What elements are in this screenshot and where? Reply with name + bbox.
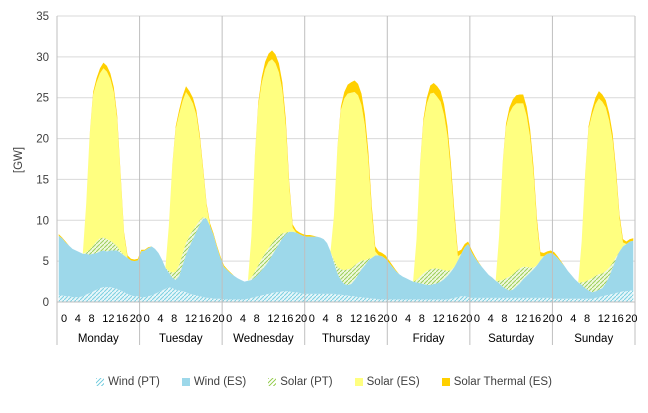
series-area-wind-pt: [58, 287, 634, 302]
hour-tick-label: 8: [89, 313, 95, 325]
hour-tick-label: 20: [625, 313, 637, 325]
legend-item: Wind (PT): [96, 376, 160, 388]
legend-item: Solar Thermal (ES): [441, 376, 552, 388]
series-area-wind-es: [58, 218, 634, 300]
hour-tick-label: 8: [501, 313, 507, 325]
hour-tick-label: 4: [240, 313, 246, 325]
y-tick-label: 25: [36, 93, 49, 105]
hour-tick-label: 8: [254, 313, 260, 325]
day-label: Monday: [78, 333, 119, 345]
hour-tick-label: 4: [488, 313, 494, 325]
y-tick-labels: 0 5 10 15 20 25 30 35: [36, 11, 49, 309]
legend-label: Wind (PT): [108, 376, 160, 388]
hour-tick-label: 16: [116, 313, 128, 325]
legend-swatch: [441, 378, 450, 386]
hour-tick-label: 16: [529, 313, 541, 325]
hour-tick-label: 0: [61, 313, 67, 325]
hour-tick-label: 16: [446, 313, 458, 325]
series-area-solar-pt: [58, 217, 634, 293]
hour-tick-label: 12: [102, 313, 114, 325]
hour-tick-label: 12: [185, 313, 197, 325]
hour-tick-label: 8: [419, 313, 425, 325]
legend-label: Wind (ES): [193, 376, 247, 388]
legend: Wind (PT) Wind (ES) Solar (PT) Solar (ES) So…: [0, 376, 648, 388]
y-tick-label: 5: [43, 256, 49, 268]
hour-tick-label: 8: [171, 313, 177, 325]
day-label: Wednesday: [233, 333, 294, 345]
hour-tick-label: 12: [515, 313, 527, 325]
y-tick-label: 20: [36, 134, 49, 146]
hour-tick-label: 16: [281, 313, 293, 325]
y-tick-label: 35: [36, 11, 49, 23]
y-tick-label: 0: [43, 297, 49, 309]
day-label: Friday: [413, 333, 445, 345]
y-tick-label: 15: [36, 174, 49, 186]
hour-tick-label: 12: [350, 313, 362, 325]
legend-label: Solar (ES): [366, 376, 420, 388]
hour-tick-label: 0: [226, 313, 232, 325]
hour-tick-label: 4: [322, 313, 328, 325]
legend-item: Solar (ES): [354, 376, 420, 388]
legend-swatch: [181, 378, 190, 386]
hour-tick-label: 16: [199, 313, 211, 325]
legend-item: Solar (PT): [268, 376, 333, 388]
hour-tick-label: 8: [336, 313, 342, 325]
hour-tick-label: 0: [474, 313, 480, 325]
hour-tick-label: 20: [212, 313, 224, 325]
hour-tick-label: 0: [144, 313, 150, 325]
series-area-solar-es: [58, 59, 634, 283]
day-label: Sunday: [574, 333, 613, 345]
hour-tick-label: 20: [460, 313, 472, 325]
y-tick-label: 30: [36, 52, 49, 64]
hour-tick-label: 20: [378, 313, 390, 325]
hour-tick-label: 16: [611, 313, 623, 325]
y-tick-label: 10: [36, 215, 49, 227]
hour-tick-label: 20: [295, 313, 307, 325]
hour-tick-label: 4: [157, 313, 163, 325]
hour-tick-label: 8: [584, 313, 590, 325]
legend-label: Solar (PT): [280, 376, 333, 388]
hour-tick-label: 4: [405, 313, 411, 325]
day-label: Thursday: [322, 333, 370, 345]
hour-tick-label: 20: [543, 313, 555, 325]
hour-tick-label: 0: [309, 313, 315, 325]
stacked-areas: [58, 50, 634, 302]
hour-tick-label: 16: [364, 313, 376, 325]
legend-swatch: [354, 378, 363, 386]
legend-swatch: [96, 378, 105, 386]
hour-tick-label: 0: [391, 313, 397, 325]
hour-tick-label: 20: [130, 313, 142, 325]
day-dividers: [56, 16, 636, 345]
day-label: Saturday: [488, 333, 534, 345]
legend-item: Wind (ES): [181, 376, 247, 388]
hour-tick-label: 12: [598, 313, 610, 325]
hour-tick-label: 0: [556, 313, 562, 325]
hour-tick-label: 4: [75, 313, 81, 325]
hour-tick-label: 12: [433, 313, 445, 325]
hour-tick-label: 12: [267, 313, 279, 325]
legend-swatch: [268, 378, 277, 386]
y-axis-title: [GW]: [13, 147, 25, 173]
legend-label: Solar Thermal (ES): [453, 376, 552, 388]
day-label: Tuesday: [159, 333, 203, 345]
hour-tick-label: 4: [570, 313, 576, 325]
